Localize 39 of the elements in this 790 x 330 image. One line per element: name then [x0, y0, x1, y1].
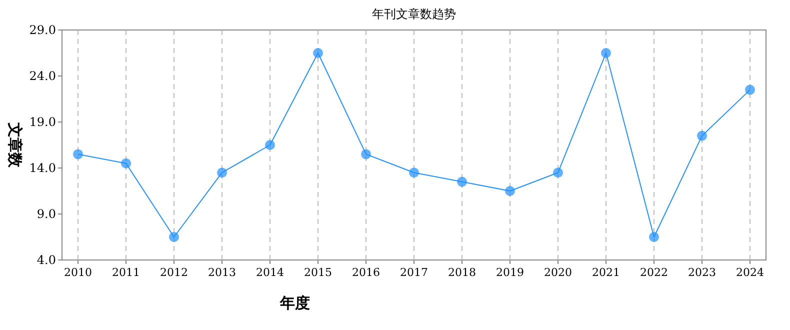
- x-tick-label: 2013: [208, 266, 236, 279]
- point: [361, 149, 371, 160]
- x-tick-label: 2018: [448, 266, 476, 279]
- x-tick-label: 2011: [112, 266, 140, 279]
- point: [217, 168, 227, 178]
- point: [649, 232, 659, 242]
- y-axis-title: 文章数: [6, 122, 24, 168]
- point: [745, 84, 755, 95]
- y-tick-label: 14.0: [29, 161, 56, 175]
- x-tick-label: 2021: [592, 266, 620, 279]
- point: [457, 176, 467, 187]
- y-tick-label: 4.0: [36, 253, 56, 267]
- x-tick-label: 2014: [256, 266, 284, 279]
- point: [73, 149, 83, 160]
- x-tick-label: 2010: [64, 266, 92, 279]
- y-tick-label: 29.0: [29, 23, 56, 37]
- point: [169, 232, 179, 242]
- y-tick-label: 24.0: [29, 69, 56, 83]
- point: [553, 168, 563, 178]
- x-tick-label: 2024: [736, 266, 764, 279]
- x-tick-label: 2019: [496, 266, 524, 279]
- point: [601, 48, 611, 58]
- point: [313, 48, 323, 58]
- x-tick-label: 2020: [544, 266, 572, 279]
- y-tick-label: 19.0: [29, 115, 56, 129]
- point: [265, 140, 275, 150]
- x-tick-label: 2022: [640, 266, 668, 279]
- x-tick-label: 2023: [688, 266, 716, 279]
- x-tick-label: 2012: [160, 266, 188, 279]
- x-axis-title: 年度: [279, 294, 310, 312]
- point: [697, 130, 707, 141]
- x-tick-label: 2016: [352, 266, 380, 279]
- point: [505, 186, 515, 196]
- point: [121, 158, 131, 168]
- chart-title: 年刊文章数趋势: [372, 7, 456, 21]
- x-tick-label: 2017: [400, 266, 428, 279]
- y-tick-label: 9.0: [36, 207, 56, 221]
- x-tick-label: 2015: [304, 266, 332, 279]
- point: [409, 168, 419, 178]
